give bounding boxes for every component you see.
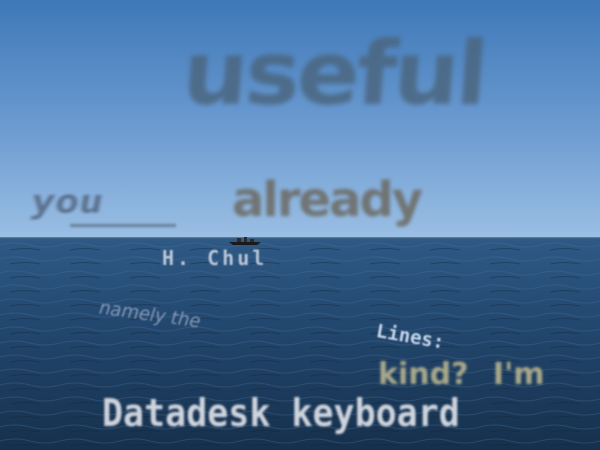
overlay-word-h-chul: H. Chul — [162, 246, 268, 270]
boat — [229, 237, 261, 245]
you-underline — [70, 224, 176, 227]
overlay-word-kind-im: kind? I'm — [378, 357, 545, 392]
overlay-word-you: you — [27, 183, 107, 221]
horizon-line — [0, 237, 600, 239]
overlay-word-useful: useful — [179, 22, 489, 125]
overlay-word-datadesk-keyboard: Datadesk keyboard — [102, 391, 460, 435]
sky — [0, 0, 600, 238]
sea — [0, 238, 600, 450]
overlay-word-already: already — [232, 172, 423, 228]
